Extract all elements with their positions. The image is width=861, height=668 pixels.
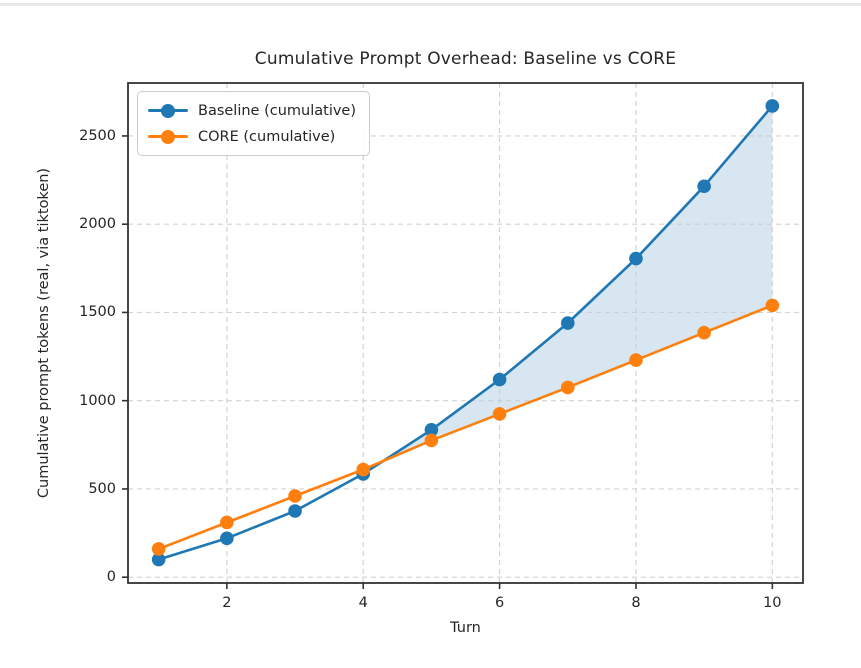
x-tick-label: 8	[631, 595, 641, 611]
baseline-data-point	[151, 552, 166, 567]
core-line-sample-icon	[148, 129, 188, 145]
legend-label-core: CORE (cumulative)	[198, 128, 336, 145]
legend-item-baseline: Baseline (cumulative)	[148, 99, 356, 122]
core-data-point	[492, 407, 507, 421]
baseline-data-point	[492, 372, 507, 387]
x-tick-label: 6	[494, 595, 505, 611]
core-data-point	[288, 489, 302, 503]
baseline-data-point	[288, 504, 302, 518]
x-tick-label: 2	[222, 595, 232, 611]
core-data-point	[424, 433, 439, 448]
legend: Baseline (cumulative) CORE (cumulative)	[137, 91, 371, 156]
core-data-point	[220, 515, 234, 530]
legend-label-baseline: Baseline (cumulative)	[198, 102, 357, 119]
y-axis-label: Cumulative prompt tokens (real, via tikt…	[36, 167, 52, 499]
core-data-point	[151, 542, 166, 556]
baseline-data-point	[220, 531, 234, 546]
core-data-point	[356, 462, 371, 477]
y-tick-label: 2000	[79, 216, 116, 233]
x-tick-label: 10	[763, 595, 782, 611]
chart-title: Cumulative Prompt Overhead: Baseline vs …	[254, 49, 677, 69]
y-tick-label: 0	[106, 569, 116, 586]
y-tick-label: 2500	[79, 127, 116, 144]
baseline-data-point	[697, 179, 711, 194]
y-tick-label: 500	[88, 480, 116, 497]
plot-border	[127, 82, 804, 584]
y-tick-label: 1500	[79, 304, 116, 321]
baseline-line-sample-icon	[148, 103, 188, 119]
core-line	[157, 304, 774, 551]
legend-item-core: CORE (cumulative)	[148, 125, 356, 148]
core-data-point	[765, 298, 780, 313]
baseline-data-point	[424, 423, 439, 437]
baseline-data-point	[765, 99, 780, 113]
core-data-point	[629, 353, 643, 367]
core-data-point	[560, 380, 575, 395]
x-axis-label: Turn	[450, 620, 481, 636]
x-tick-label: 4	[358, 595, 368, 611]
baseline-line	[157, 104, 774, 561]
y-tick-label: 1000	[79, 392, 116, 409]
top-divider	[0, 3, 861, 6]
baseline-data-point	[629, 251, 643, 266]
core-data-point	[697, 325, 711, 340]
fill-between-area	[383, 105, 773, 462]
baseline-data-point	[560, 316, 575, 330]
